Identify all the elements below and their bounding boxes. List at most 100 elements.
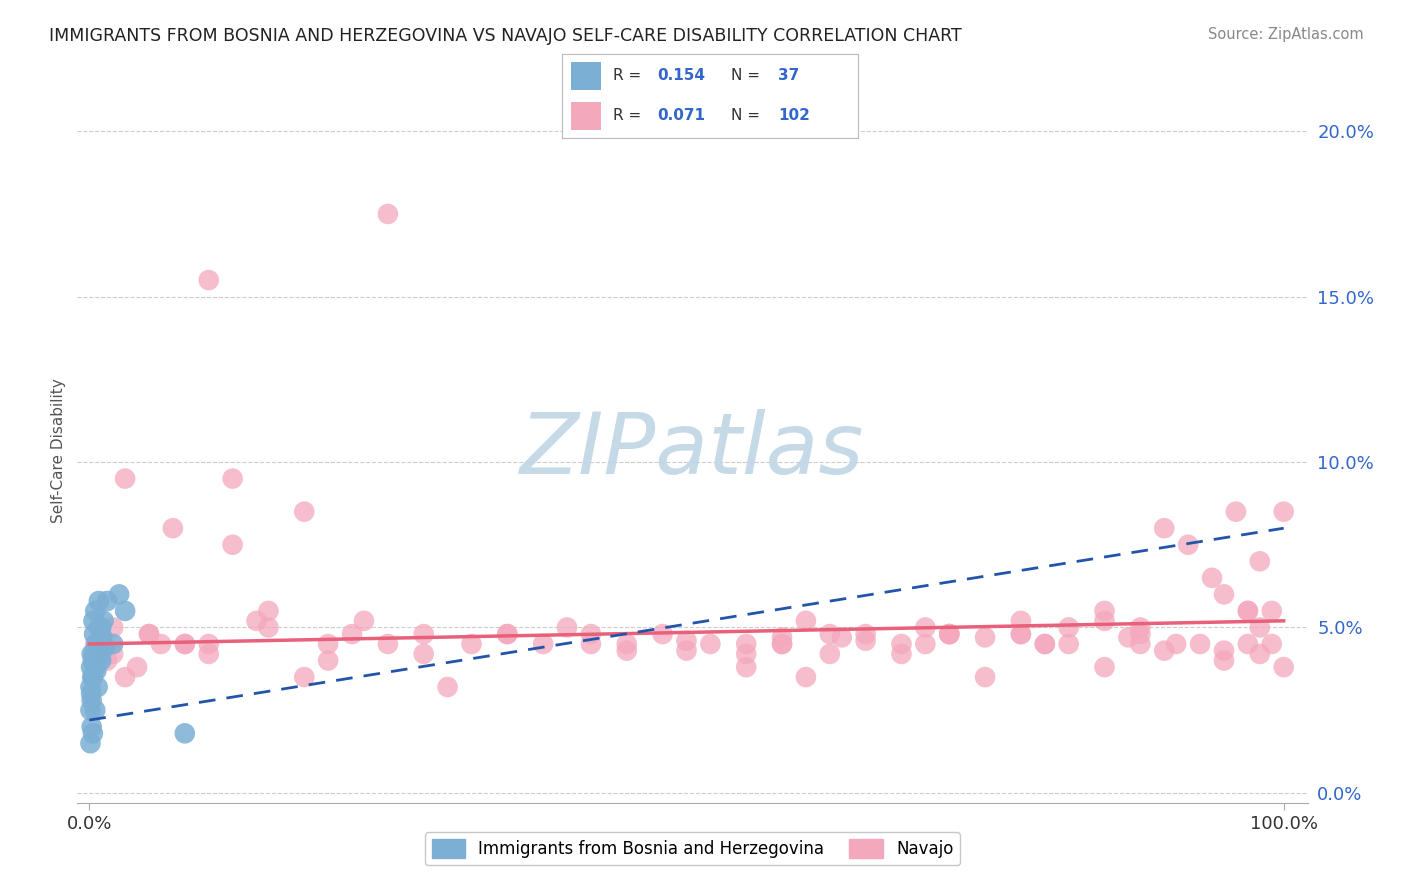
Point bbox=[1094, 660, 1116, 674]
Point bbox=[1010, 627, 1032, 641]
Point bbox=[1261, 604, 1284, 618]
Point bbox=[412, 647, 434, 661]
Point bbox=[1094, 614, 1116, 628]
Point bbox=[82, 670, 104, 684]
Point bbox=[914, 620, 936, 634]
Point bbox=[79, 736, 101, 750]
Point bbox=[794, 670, 817, 684]
Point bbox=[93, 614, 115, 628]
Point bbox=[353, 614, 375, 628]
Point bbox=[86, 664, 108, 678]
Point bbox=[699, 637, 721, 651]
Point bbox=[1129, 637, 1152, 651]
Point bbox=[460, 637, 482, 651]
Point bbox=[735, 660, 758, 674]
Point bbox=[496, 627, 519, 641]
Point bbox=[84, 637, 107, 651]
Point bbox=[197, 637, 219, 651]
Point bbox=[89, 650, 111, 665]
Point bbox=[616, 637, 638, 651]
Point bbox=[83, 627, 105, 641]
Point bbox=[1010, 627, 1032, 641]
Point bbox=[84, 604, 107, 618]
Point bbox=[87, 620, 110, 634]
Point bbox=[675, 643, 697, 657]
Legend: Immigrants from Bosnia and Herzegovina, Navajo: Immigrants from Bosnia and Herzegovina, … bbox=[425, 832, 960, 865]
Point bbox=[83, 657, 105, 671]
Point bbox=[914, 637, 936, 651]
Point bbox=[938, 627, 960, 641]
Point bbox=[890, 637, 912, 651]
Point bbox=[96, 654, 118, 668]
Point bbox=[162, 521, 184, 535]
Point bbox=[94, 640, 117, 655]
Point bbox=[114, 472, 136, 486]
Point bbox=[377, 207, 399, 221]
Point bbox=[86, 680, 108, 694]
Point bbox=[651, 627, 673, 641]
Point bbox=[149, 637, 172, 651]
Point bbox=[1225, 505, 1247, 519]
Point bbox=[292, 670, 315, 684]
Point bbox=[938, 627, 960, 641]
Text: IMMIGRANTS FROM BOSNIA AND HERZEGOVINA VS NAVAJO SELF-CARE DISABILITY CORRELATIO: IMMIGRANTS FROM BOSNIA AND HERZEGOVINA V… bbox=[49, 27, 962, 45]
Point bbox=[1189, 637, 1212, 651]
Point bbox=[675, 633, 697, 648]
Point bbox=[79, 703, 101, 717]
Point bbox=[82, 670, 104, 684]
Point bbox=[79, 680, 101, 694]
Text: 0.154: 0.154 bbox=[657, 69, 704, 84]
Point bbox=[890, 647, 912, 661]
Point bbox=[794, 614, 817, 628]
Point bbox=[1249, 620, 1271, 634]
Text: R =: R = bbox=[613, 69, 641, 84]
Point bbox=[555, 620, 578, 634]
Point bbox=[90, 647, 112, 661]
Text: N =: N = bbox=[731, 108, 759, 123]
Point bbox=[80, 720, 103, 734]
Point bbox=[735, 637, 758, 651]
Point bbox=[818, 627, 841, 641]
Point bbox=[114, 670, 136, 684]
Point bbox=[80, 693, 103, 707]
Point bbox=[80, 647, 103, 661]
Text: ZIPatlas: ZIPatlas bbox=[520, 409, 865, 492]
Point bbox=[1249, 554, 1271, 568]
Point bbox=[579, 627, 602, 641]
Point bbox=[1237, 637, 1260, 651]
Point bbox=[80, 660, 103, 674]
Point bbox=[101, 647, 124, 661]
Point bbox=[340, 627, 363, 641]
Point bbox=[412, 627, 434, 641]
Point bbox=[257, 604, 280, 618]
Point bbox=[82, 654, 104, 668]
Point bbox=[316, 637, 339, 651]
Point bbox=[82, 614, 104, 628]
Point bbox=[90, 654, 112, 668]
Point bbox=[101, 637, 124, 651]
Point bbox=[101, 620, 124, 634]
Point bbox=[83, 647, 105, 661]
Point bbox=[436, 680, 458, 694]
Point bbox=[173, 726, 195, 740]
Point bbox=[91, 631, 114, 645]
Point bbox=[221, 472, 243, 486]
Text: Source: ZipAtlas.com: Source: ZipAtlas.com bbox=[1208, 27, 1364, 42]
Point bbox=[1010, 614, 1032, 628]
Point bbox=[974, 631, 997, 645]
Point bbox=[173, 637, 195, 651]
Bar bbox=[571, 62, 600, 90]
Point bbox=[1129, 620, 1152, 634]
Point bbox=[1249, 647, 1271, 661]
Point bbox=[531, 637, 554, 651]
Point bbox=[1033, 637, 1056, 651]
Point bbox=[579, 637, 602, 651]
Point bbox=[1153, 643, 1175, 657]
Point bbox=[616, 643, 638, 657]
Point bbox=[1057, 637, 1080, 651]
Point bbox=[245, 614, 267, 628]
Point bbox=[1272, 660, 1295, 674]
Point bbox=[855, 627, 877, 641]
Point bbox=[1213, 587, 1236, 601]
Point bbox=[197, 273, 219, 287]
